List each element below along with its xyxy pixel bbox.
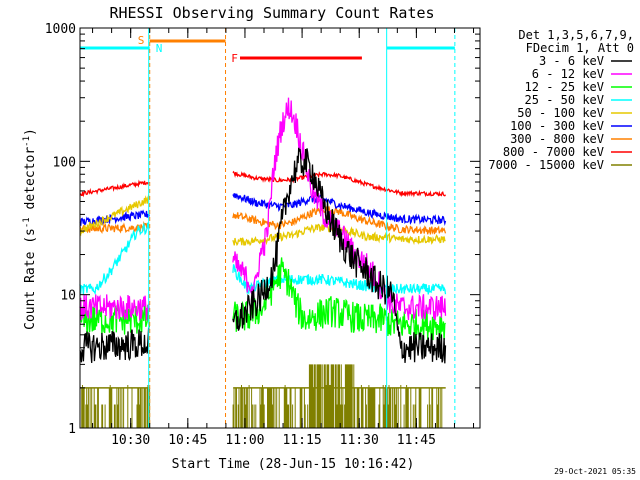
series-line-25-50kev — [79, 222, 447, 296]
x-tick-label: 11:30 — [340, 433, 379, 448]
legend-label: 800 - 7000 keV — [503, 145, 604, 159]
x-tick-label: 10:30 — [111, 433, 150, 448]
series-line-800-7000kev — [79, 170, 447, 198]
y-axis-label-sup: -1 — [22, 217, 32, 228]
legend-label: 12 - 25 keV — [525, 80, 604, 94]
series-line-6-12kev — [79, 97, 447, 321]
legend-header-line: FDecim 1, Att 0 — [526, 41, 634, 55]
plot-area: SN F 1 10 100 1000 10:30 10:45 11:00 11:15 11:30 11… — [45, 22, 481, 448]
legend-label: 100 - 300 keV — [510, 119, 604, 133]
y-tick-label: 100 — [53, 155, 76, 170]
series-line-1-7000-15000-kev — [79, 385, 151, 428]
legend-header-line: Det 1,3,5,6,7,9, — [518, 28, 634, 42]
y-tick-label: 10 — [60, 289, 76, 304]
annotation-n: N — [156, 42, 163, 55]
x-tick-label: 11:00 — [225, 433, 264, 448]
y-axis-label: Count Rate (s-1 detector-1) — [22, 128, 38, 330]
annotation-f: F — [231, 52, 238, 65]
legend-label: 50 - 100 keV — [517, 106, 604, 120]
legend-label: 6 - 12 keV — [532, 67, 604, 81]
x-tick-label: 11:15 — [283, 433, 322, 448]
y-axis-label-main: Count Rate (s — [23, 228, 38, 330]
x-tick-label: 10:45 — [168, 433, 207, 448]
y-tick-label: 1 — [68, 422, 76, 437]
y-axis-label-tail: detector — [23, 147, 38, 218]
legend-label: 300 - 800 keV — [510, 132, 604, 146]
x-axis-label: Start Time (28-Jun-15 10:16:42) — [172, 457, 415, 472]
plot-frame — [79, 27, 481, 429]
series-line-2-7000-15000-kev — [232, 364, 443, 428]
legend-label: 25 - 50 keV — [525, 93, 604, 107]
y-tick-label: 1000 — [45, 22, 76, 37]
x-tick-label: 11:45 — [397, 433, 436, 448]
y-axis-label-end: ) — [23, 128, 38, 136]
footer-timestamp: 29-Oct-2021 05:35 — [554, 467, 636, 476]
legend: Det 1,3,5,6,7,9,FDecim 1, Att 03 - 6 keV… — [488, 28, 634, 172]
legend-label: 7000 - 15000 keV — [488, 158, 604, 172]
series-line-300-800kev — [79, 205, 447, 235]
annotation-s: S — [138, 34, 145, 47]
y-axis-label-sup2: -1 — [22, 136, 32, 147]
legend-label: 3 - 6 keV — [539, 54, 604, 68]
chart-title: RHESSI Observing Summary Count Rates — [109, 4, 434, 22]
series-line-3-6kev — [79, 147, 447, 364]
